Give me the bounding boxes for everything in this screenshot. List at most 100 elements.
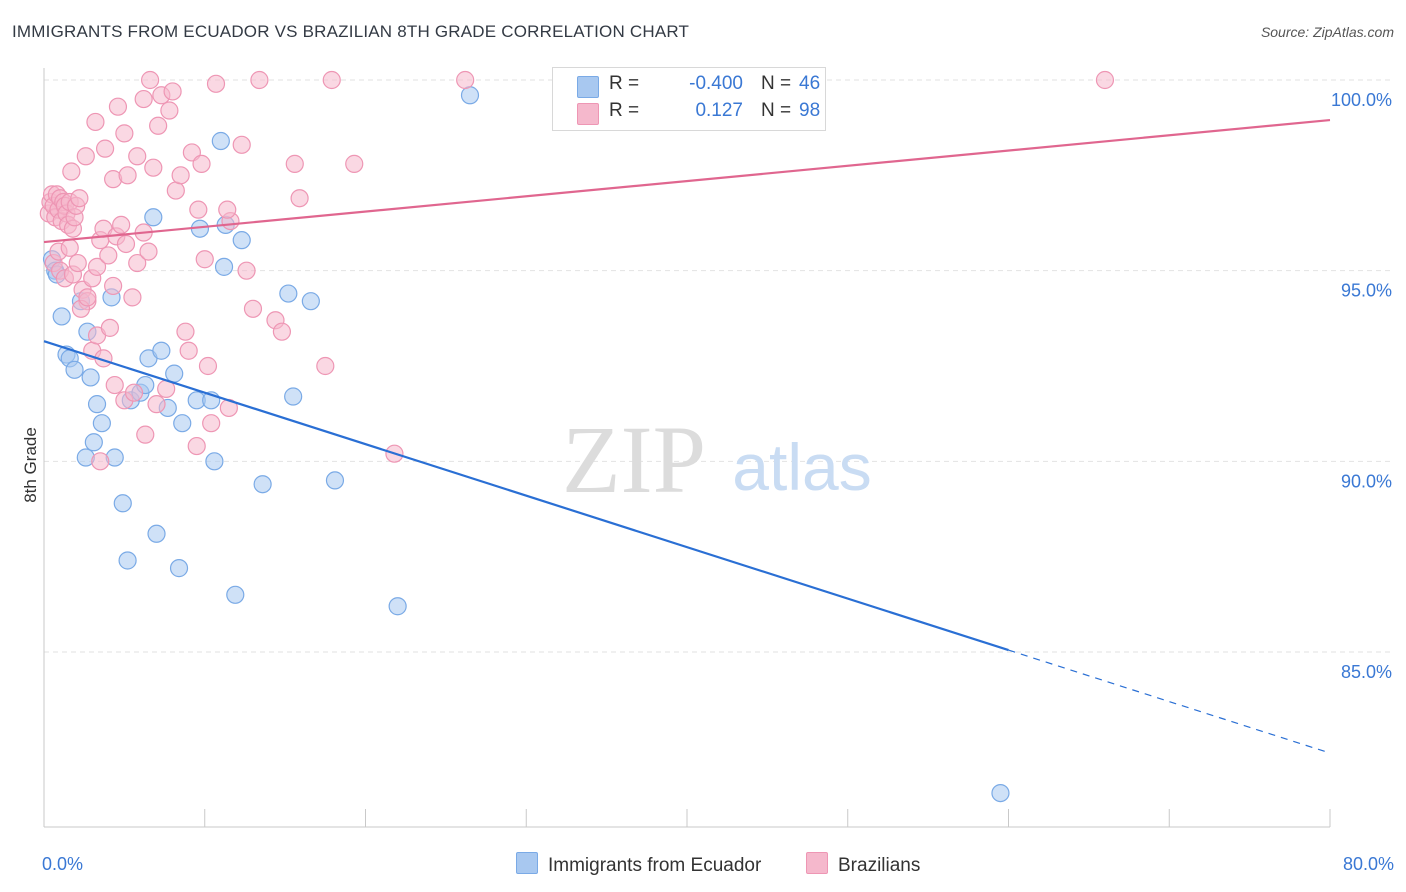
legend-r-value: 0.127 bbox=[695, 100, 743, 121]
brazilian-point bbox=[187, 436, 206, 456]
labels-layer: 85.0% 90.0% 95.0% 100.0% 0.0% 80.0% 8th Grade bbox=[21, 90, 1394, 874]
source-label: Source: ZipAtlas.com bbox=[1260, 24, 1394, 40]
chart-title: IMMIGRANTS FROM ECUADOR VS BRAZILIAN 8TH… bbox=[12, 22, 690, 41]
bottom-legend-swatch-pink bbox=[806, 852, 828, 874]
brazilian-point bbox=[202, 414, 221, 433]
brazilian-point bbox=[232, 135, 251, 154]
ecuador-point bbox=[165, 364, 184, 383]
brazilian-point bbox=[243, 299, 263, 318]
brazilian-point bbox=[105, 375, 124, 395]
brazilian-point bbox=[108, 97, 128, 116]
x-tick-label-max: 80.0% bbox=[1343, 854, 1394, 874]
legend-r-label: R = bbox=[609, 73, 640, 94]
brazilian-point bbox=[139, 242, 158, 261]
ecuador-point bbox=[118, 551, 137, 570]
brazilian-point bbox=[134, 89, 153, 109]
brazilian-point bbox=[68, 253, 87, 273]
brazilian-point bbox=[70, 189, 89, 208]
correlation-legend: R = -0.400 N = 46 R = 0.127 N = 98 bbox=[552, 67, 826, 131]
brazilian-point bbox=[100, 318, 120, 337]
ecuador-point bbox=[991, 783, 1010, 803]
ecuador-point bbox=[84, 433, 103, 452]
ecuador-point bbox=[92, 414, 111, 433]
brazilian-point bbox=[1095, 70, 1115, 90]
ecuador-point bbox=[113, 494, 132, 513]
ecuador-trend-line bbox=[43, 340, 1009, 652]
brazilian-point bbox=[78, 288, 97, 307]
y-tick-label: 100.0% bbox=[1331, 90, 1392, 110]
brazilian-point bbox=[237, 261, 256, 280]
bottom-legend-brazilians: Brazilians bbox=[806, 852, 920, 878]
ecuador-point bbox=[65, 360, 84, 379]
legend-n-label: N = bbox=[761, 100, 792, 121]
ecuador-point bbox=[147, 524, 166, 543]
brazilian-point bbox=[91, 452, 110, 471]
brazilian-point bbox=[123, 288, 142, 307]
ecuador-point bbox=[144, 208, 163, 227]
ecuador-point bbox=[205, 452, 224, 471]
brazilian-point bbox=[144, 158, 163, 177]
legend-r-label: R = bbox=[609, 100, 640, 121]
brazilian-point bbox=[285, 154, 304, 173]
legend-n-value: 46 bbox=[799, 73, 821, 94]
brazilian-point bbox=[176, 322, 195, 341]
bottom-legend-label-brazilians: Brazilians bbox=[838, 855, 921, 876]
ecuador-point bbox=[52, 307, 71, 326]
bottom-legend-swatch-blue bbox=[516, 852, 538, 874]
brazilian-point bbox=[166, 181, 185, 200]
ecuador-point bbox=[173, 414, 192, 433]
brazilian-point bbox=[250, 70, 269, 90]
ecuador-point bbox=[211, 131, 230, 151]
brazilian-point bbox=[124, 383, 144, 402]
trend-layer bbox=[43, 118, 1331, 754]
brazilian-point bbox=[456, 70, 475, 90]
brazilian-point bbox=[87, 257, 107, 276]
y-axis-title: 8th Grade bbox=[21, 427, 40, 503]
brazilian-point bbox=[147, 395, 166, 414]
watermark-atlas: atlas bbox=[732, 430, 871, 504]
watermark-zip: ZIP bbox=[562, 406, 706, 513]
ecuador-point bbox=[214, 257, 234, 276]
bottom-legend-label-ecuador: Immigrants from Ecuador bbox=[548, 855, 762, 876]
ecuador-point bbox=[460, 86, 480, 105]
brazilian-point bbox=[104, 276, 123, 296]
brazilian-trend-line bbox=[43, 118, 1331, 244]
ecuador-point bbox=[232, 231, 251, 250]
ecuador-point bbox=[301, 292, 320, 311]
brazilian-point bbox=[136, 425, 155, 444]
ecuador-trend-extension bbox=[1008, 649, 1331, 754]
brazilian-point bbox=[163, 82, 182, 101]
brazilian-point bbox=[192, 154, 211, 173]
brazilian-point bbox=[112, 215, 131, 235]
bottom-legend-ecuador: Immigrants from Ecuador bbox=[516, 852, 761, 878]
y-tick-label: 90.0% bbox=[1341, 471, 1392, 491]
legend-n-value: 98 bbox=[799, 100, 821, 121]
ecuador-point bbox=[325, 471, 345, 490]
brazilian-point bbox=[345, 154, 364, 173]
ecuador-point bbox=[81, 368, 100, 387]
brazilian-point bbox=[160, 101, 179, 120]
brazilian-point bbox=[116, 234, 136, 254]
brazilian-point bbox=[189, 200, 208, 219]
ecuador-point bbox=[152, 341, 171, 360]
brazilian-point bbox=[149, 116, 168, 135]
brazilian-point bbox=[195, 250, 214, 269]
brazilian-point bbox=[118, 166, 137, 185]
ecuador-point bbox=[284, 387, 303, 406]
legend-n-label: N = bbox=[761, 73, 792, 94]
brazilian-point bbox=[272, 322, 292, 341]
grid-layer bbox=[44, 79, 1392, 653]
y-tick-label: 85.0% bbox=[1341, 662, 1392, 682]
brazilian-point bbox=[198, 356, 218, 376]
brazilian-point bbox=[171, 166, 190, 185]
brazilian-point bbox=[86, 112, 105, 132]
brazilian-point bbox=[128, 253, 147, 273]
brazilian-point bbox=[76, 147, 95, 166]
legend-r-value: -0.400 bbox=[689, 73, 743, 94]
brazilian-point bbox=[95, 139, 115, 158]
ecuador-point bbox=[388, 597, 407, 616]
legend-swatch-pink bbox=[577, 103, 599, 125]
ecuador-point bbox=[169, 559, 189, 578]
brazilian-point bbox=[218, 200, 237, 219]
brazilian-point bbox=[115, 124, 134, 143]
